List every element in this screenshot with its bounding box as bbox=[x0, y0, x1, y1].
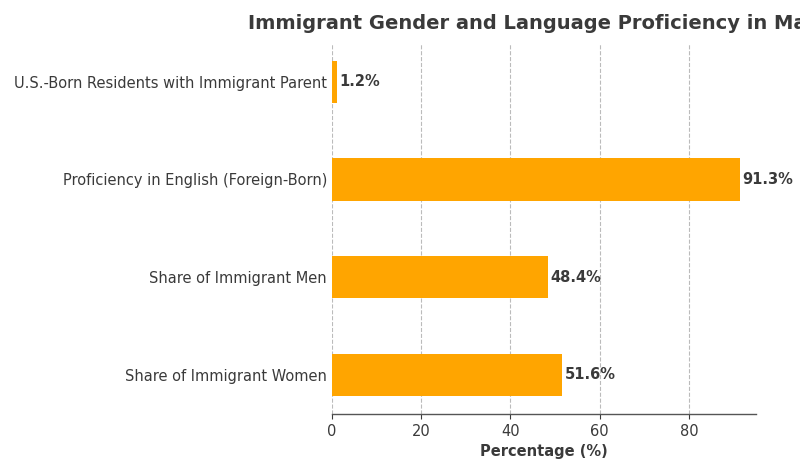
Bar bbox=[332, 158, 739, 201]
Bar bbox=[332, 256, 548, 298]
Text: 48.4%: 48.4% bbox=[550, 270, 601, 285]
Text: 91.3%: 91.3% bbox=[742, 172, 793, 187]
Bar bbox=[332, 354, 562, 396]
Bar bbox=[332, 61, 337, 103]
Text: 51.6%: 51.6% bbox=[565, 367, 615, 382]
Text: 1.2%: 1.2% bbox=[339, 74, 380, 89]
X-axis label: Percentage (%): Percentage (%) bbox=[480, 444, 608, 459]
Title: Immigrant Gender and Language Proficiency in Maine: Immigrant Gender and Language Proficienc… bbox=[248, 14, 800, 33]
